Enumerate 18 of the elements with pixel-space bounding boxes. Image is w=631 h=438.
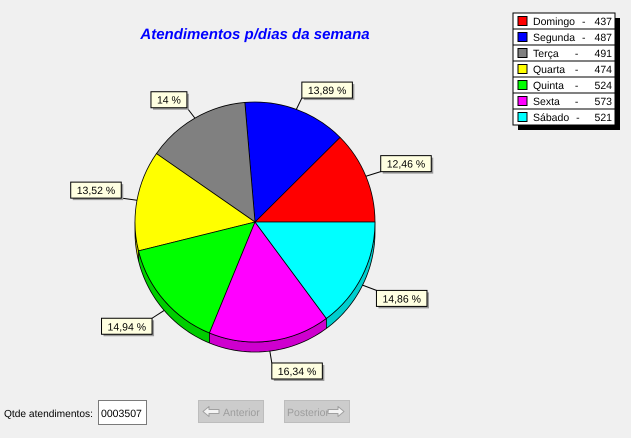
data-label: 14 % <box>156 94 181 107</box>
category-label: Quarta - 474 <box>533 64 612 76</box>
text-field: 0003507 <box>98 400 147 425</box>
data-label: 13,52 % <box>76 185 116 198</box>
text: Atendimentos p/dias da semana <box>139 26 370 43</box>
legend-label: Segunda - 487 <box>533 32 612 44</box>
legend-label: Domingo - 437 <box>533 16 612 28</box>
data-label: 12,46 % <box>386 158 426 171</box>
data-label: 14,94 % <box>108 321 146 334</box>
text: Qtde atendimentos: <box>4 409 93 420</box>
data-label: 16,34 % <box>278 366 316 378</box>
category-label: Sábado - 521 <box>533 112 612 124</box>
data-label: 14,86 % <box>382 293 421 306</box>
category-label: Terça - 491 <box>533 48 612 60</box>
category-label: Quinta - 524 <box>533 80 612 92</box>
forward-button: Posterior <box>284 400 350 423</box>
category-label: Sexta - 573 <box>533 96 612 108</box>
data-label: 13,89 % <box>308 85 346 98</box>
